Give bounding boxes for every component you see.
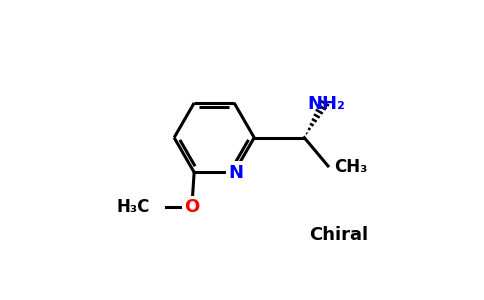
Text: Chiral: Chiral: [309, 226, 368, 244]
Text: CH₃: CH₃: [334, 158, 367, 176]
Text: O: O: [184, 198, 199, 216]
Text: H₃C: H₃C: [117, 198, 150, 216]
Text: NH₂: NH₂: [308, 95, 346, 113]
Text: N: N: [228, 164, 243, 182]
